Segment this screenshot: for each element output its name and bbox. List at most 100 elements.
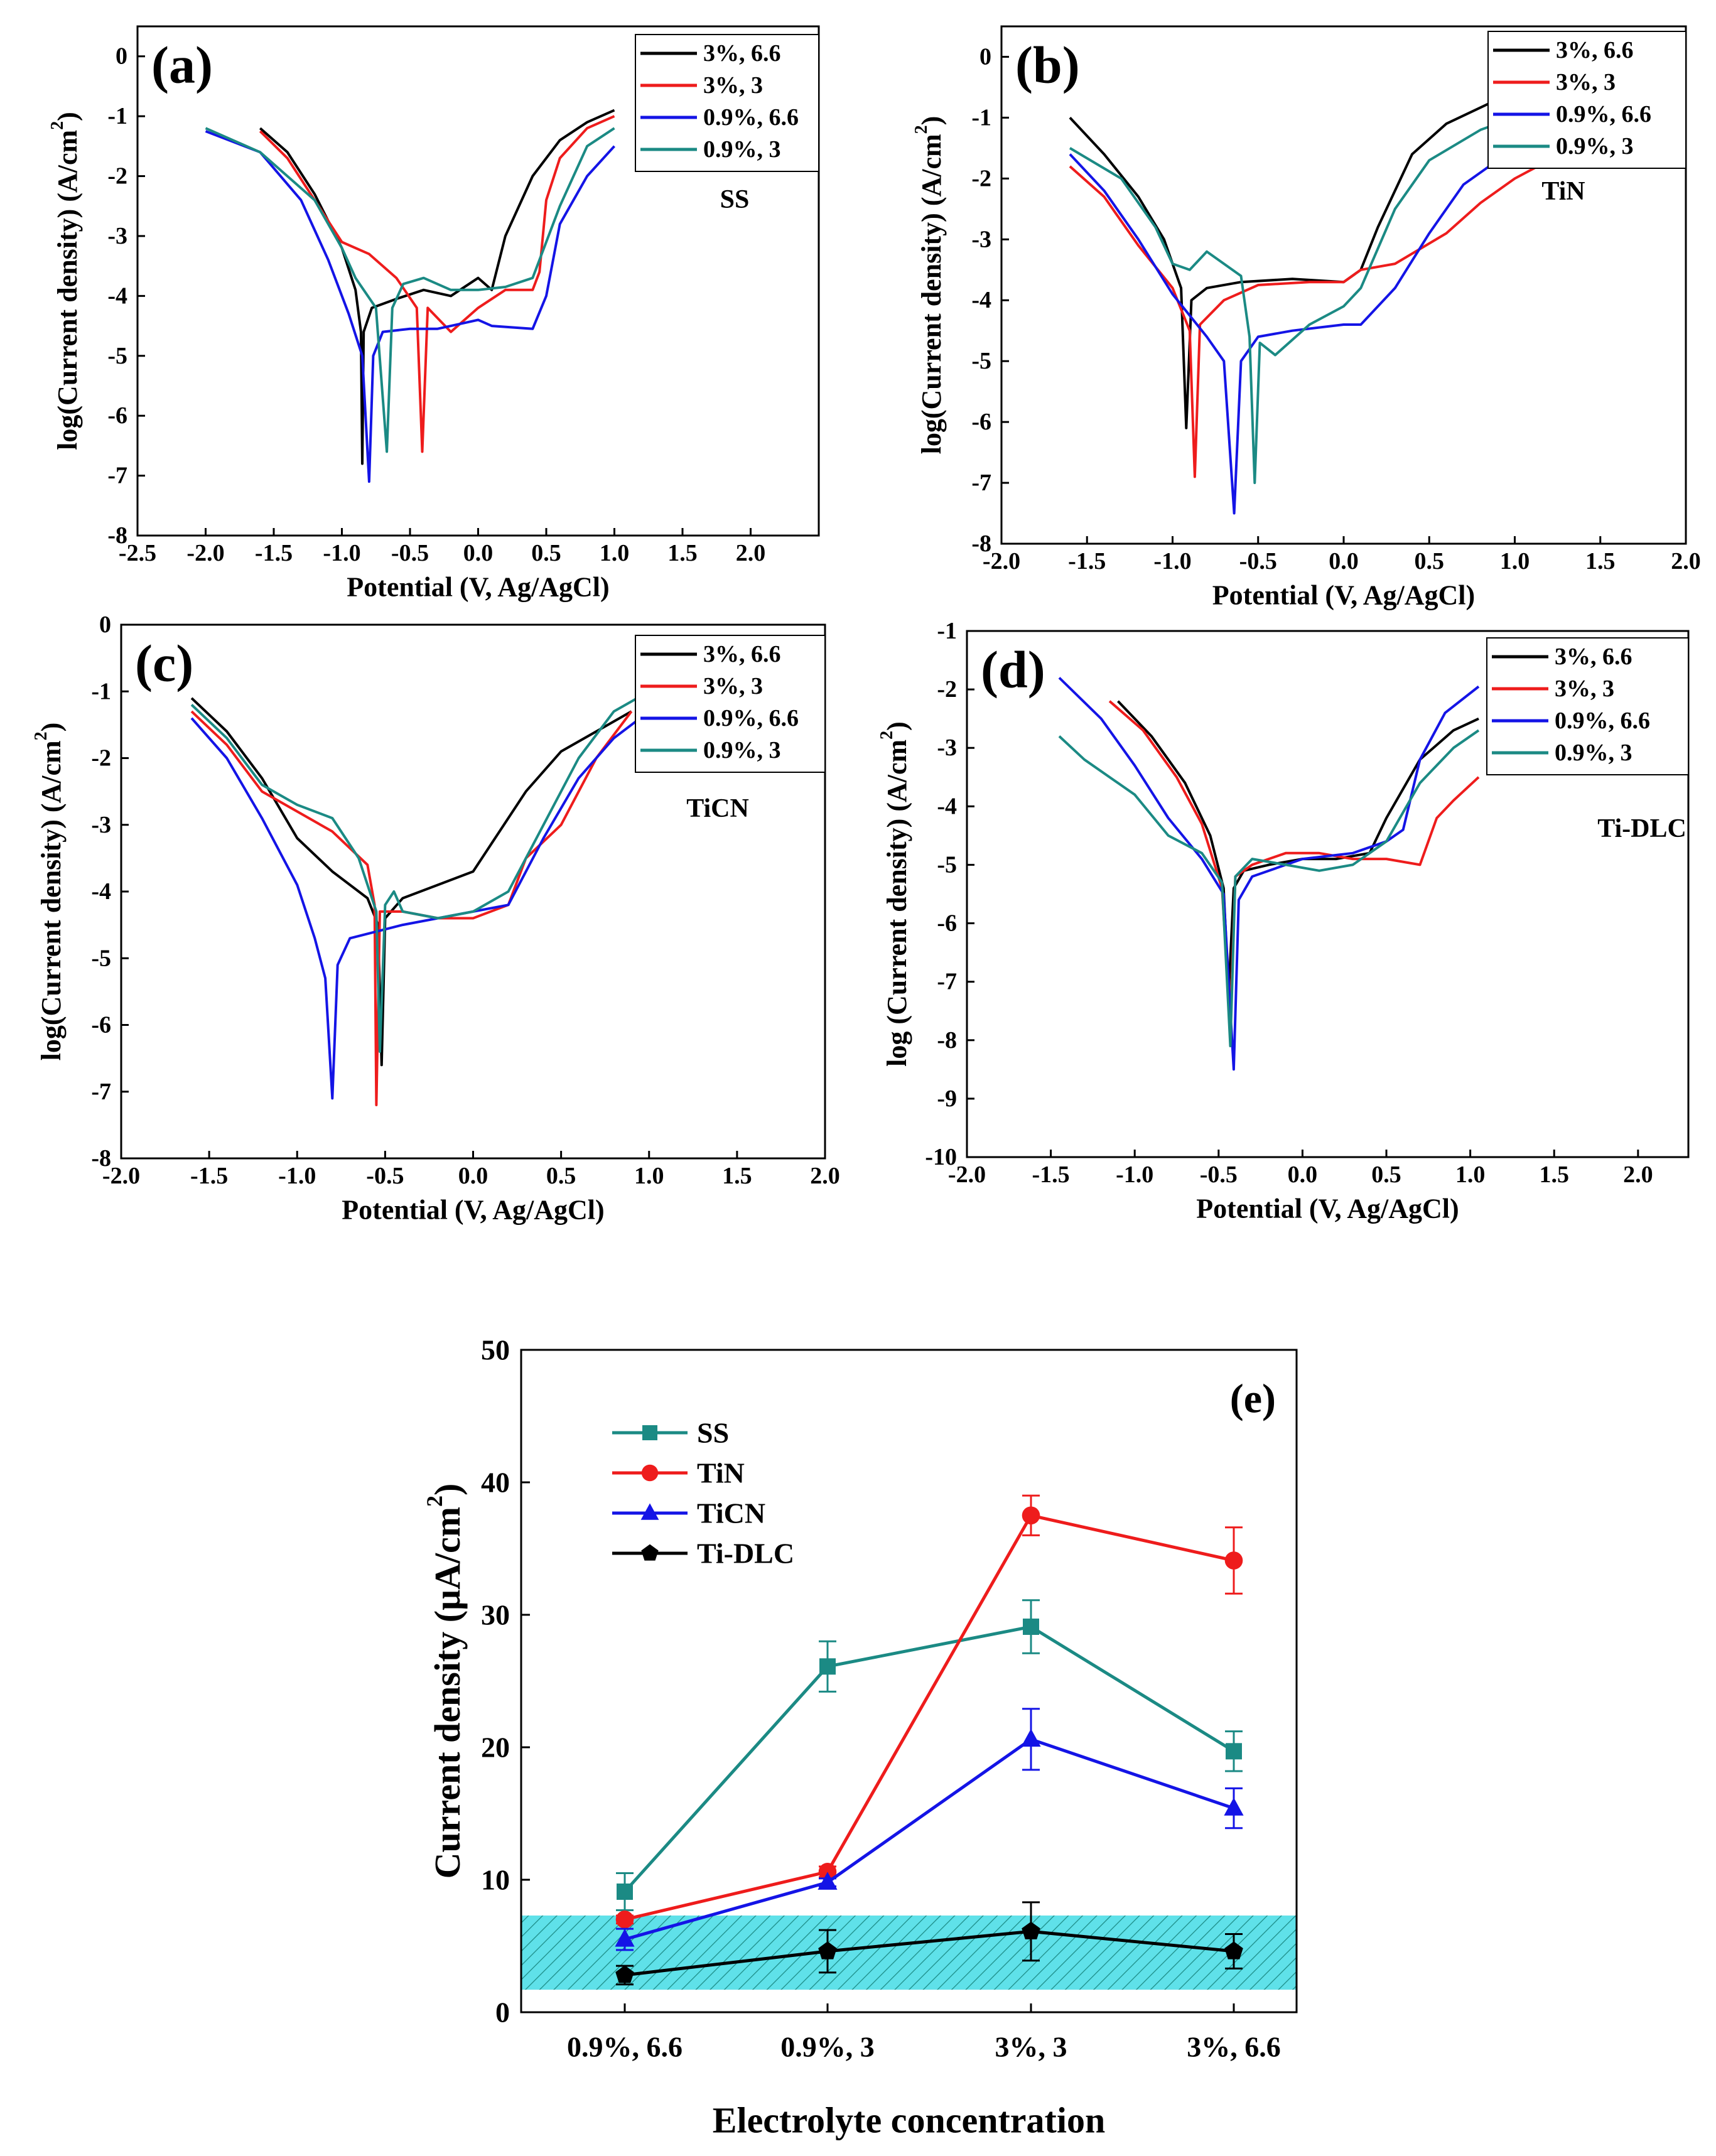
data-marker — [642, 1425, 657, 1440]
legend-entry: 0.9%, 3 — [703, 136, 781, 163]
y-tick-label: -8 — [107, 522, 127, 549]
panel-d: -2.0 -1.5 -1.0 -0.5 0.0 0.5 1.0 1.5 2.0 -1 -2 -3 -4 -… — [877, 618, 1690, 1224]
panel-label: (e) — [1230, 1376, 1276, 1422]
series-line-a-2 — [205, 130, 615, 483]
x-tick-label: 0.0 — [1288, 1162, 1318, 1188]
data-marker — [1023, 1618, 1039, 1635]
y-tick-label: -3 — [937, 735, 957, 761]
y-tick-label: -4 — [91, 878, 111, 905]
x-tick-label: 0.5 — [531, 540, 561, 566]
series-line-a-1 — [259, 115, 615, 453]
x-tick-label: 2.0 — [810, 1163, 840, 1189]
data-marker — [818, 1941, 837, 1959]
x-axis-label: Potential (V, Ag/AgCl) — [347, 572, 609, 603]
x-tick-label: -1.5 — [1068, 548, 1106, 574]
panel-label: (a) — [151, 36, 213, 95]
x-tick-label: -2.0 — [186, 540, 224, 566]
x-tick-label: 1.0 — [1500, 548, 1530, 574]
series-line-d-0 — [1117, 700, 1479, 995]
x-axis-label: Potential (V, Ag/AgCl) — [1196, 1194, 1459, 1224]
x-tick-label: -2.5 — [119, 540, 156, 566]
x-category-label: 0.9%, 6.6 — [567, 2031, 683, 2063]
x-tick-label: 1.5 — [1585, 548, 1616, 574]
panel-c: -2.0 -1.5 -1.0 -0.5 0.0 0.5 1.0 1.5 2.0 0 -1 -2 -3 -4… — [31, 612, 840, 1226]
y-tick-label: -5 — [107, 343, 127, 369]
y-tick-label: -7 — [937, 969, 957, 995]
x-tick-label: 0.0 — [463, 540, 494, 566]
x-tick-label: -1.0 — [323, 540, 360, 566]
legend: 3%, 6.6 3%, 3 0.9%, 6.6 0.9%, 3 — [635, 635, 826, 773]
panel-b: -2.0 -1.5 -1.0 -0.5 0.0 0.5 1.0 1.5 2.0 0 -1 -2 -3 -4… — [912, 25, 1701, 611]
x-tick-label: 0.0 — [1329, 548, 1359, 574]
y-tick-label: -7 — [91, 1079, 111, 1105]
x-tick-label: 2.0 — [736, 540, 766, 566]
legend-entry: 3%, 6.6 — [1555, 644, 1632, 670]
data-marker — [641, 1544, 659, 1561]
y-tick-label: -8 — [937, 1027, 957, 1054]
material-annotation: TiN — [1541, 177, 1585, 206]
shaded-band — [521, 1915, 1297, 1990]
x-tick-label: 0.5 — [1415, 548, 1445, 574]
series-line-d-1 — [1108, 700, 1480, 1024]
y-tick-label: -1 — [971, 104, 991, 131]
y-tick-label: -1 — [107, 103, 127, 129]
x-tick-label: -0.5 — [391, 540, 429, 566]
material-annotation: Ti-DLC — [1597, 814, 1686, 843]
axes-frame — [520, 1349, 1298, 2013]
y-tick-label: -7 — [107, 463, 127, 489]
series-line-ss — [623, 1625, 1235, 1893]
legend-entry: 3%, 3 — [1556, 69, 1616, 95]
legend-entry: 0.9%, 3 — [1556, 133, 1634, 159]
y-axis-label: Current density (μA/cm2) — [422, 1484, 468, 1879]
y-tick-label: -4 — [937, 793, 957, 819]
series-line-a-3 — [205, 127, 615, 453]
data-marker — [1226, 1743, 1242, 1760]
x-tick-label: -1.0 — [278, 1163, 316, 1189]
legend-entry: SS — [697, 1417, 729, 1449]
y-axis-label: log(Current density) (A/cm2) — [912, 116, 947, 455]
panel-a: -2.5 -2.0 -1.5 -1.0 -0.5 0.0 0.5 1.0 1.5 2.0 0 -1 -2… — [48, 25, 820, 603]
y-tick-label: -2 — [937, 676, 957, 703]
legend: SS TiN TiCN Ti-DLC — [612, 1417, 794, 1570]
y-tick-label: -5 — [971, 348, 991, 374]
data-marker — [1224, 1941, 1243, 1959]
x-tick-label: -0.5 — [1239, 548, 1277, 574]
x-tick-label: 2.0 — [1623, 1162, 1653, 1188]
panel-label: (c) — [135, 635, 193, 693]
x-tick-label: 1.5 — [722, 1163, 752, 1189]
y-axis-label: log (Current density) (A/cm2) — [877, 721, 912, 1067]
data-marker — [615, 1911, 634, 1929]
legend-entry: 3%, 3 — [703, 673, 763, 699]
y-tick-label: -1 — [91, 678, 111, 704]
y-tick-label: -6 — [91, 1012, 111, 1038]
y-tick-label: 50 — [481, 1334, 510, 1366]
x-axis-label: Potential (V, Ag/AgCl) — [342, 1195, 604, 1226]
material-annotation: TiCN — [686, 794, 749, 823]
x-tick-label: 0.5 — [546, 1163, 576, 1189]
y-tick-label: 0 — [979, 43, 991, 70]
series-line-ticn — [624, 1737, 1234, 1941]
data-marker — [1224, 1798, 1244, 1816]
x-tick-label: -2.0 — [102, 1163, 140, 1189]
series-line-tin — [624, 1513, 1234, 1921]
data-marker — [818, 1872, 838, 1890]
series-line-d-3 — [1058, 729, 1480, 1048]
x-axis-label: Potential (V, Ag/AgCl) — [1212, 580, 1475, 611]
y-tick-label: -1 — [937, 618, 957, 644]
y-tick-label: -3 — [91, 812, 111, 838]
x-tick-label: 2.0 — [1671, 548, 1701, 574]
x-tick-label: -1.0 — [1116, 1162, 1153, 1188]
y-tick-label: 0 — [495, 1997, 510, 2029]
x-tick-label: -0.5 — [366, 1163, 404, 1189]
data-marker — [1022, 1506, 1040, 1525]
y-tick-label: -4 — [107, 283, 127, 309]
legend-entry: TiN — [697, 1457, 745, 1489]
legend-entry: 0.9%, 6.6 — [1556, 101, 1651, 127]
x-category-label: 3%, 3 — [995, 2031, 1067, 2063]
x-tick-label: 1.0 — [634, 1163, 664, 1189]
legend-entry: Ti-DLC — [697, 1538, 794, 1570]
x-axis-label: Electrolyte concentration — [713, 2100, 1105, 2141]
legend-entry: 3%, 3 — [703, 72, 763, 99]
series-line-c-2 — [190, 710, 650, 1100]
